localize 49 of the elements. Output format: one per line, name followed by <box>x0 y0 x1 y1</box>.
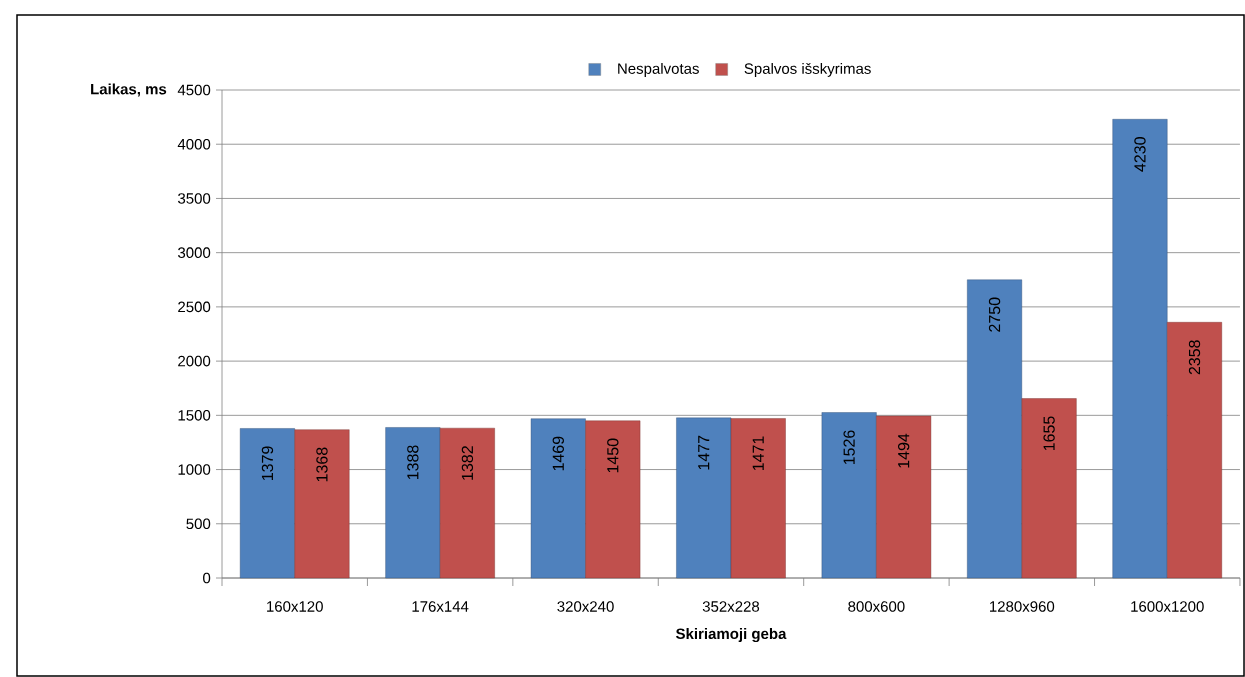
x-tick-label: 800x600 <box>848 601 905 612</box>
bar <box>530 418 586 579</box>
bar <box>585 420 641 579</box>
bar <box>876 415 932 579</box>
y-tick-label: 1000 <box>178 464 211 475</box>
data-label: 1469 <box>552 436 564 471</box>
data-label: 1382 <box>461 446 474 480</box>
y-tick-label: 0 <box>203 572 211 584</box>
y-tick-label: 4000 <box>177 138 211 150</box>
data-label: 1526 <box>843 430 855 465</box>
data-label: 2750 <box>988 297 1001 332</box>
bar <box>439 427 495 579</box>
x-tick-label: 1280x960 <box>990 601 1055 612</box>
bar <box>967 279 1023 579</box>
data-label: 2358 <box>1188 340 1201 375</box>
x-tick-label: 320x240 <box>557 601 614 612</box>
bar <box>294 429 350 579</box>
y-tick-label: 3500 <box>178 193 211 204</box>
y-tick-label: 2500 <box>178 301 211 313</box>
y-tick-label: 3000 <box>178 247 211 258</box>
bar <box>676 417 732 579</box>
data-label: 1494 <box>898 433 910 468</box>
legend-label: Nespalvotas <box>618 62 699 77</box>
bar <box>1167 322 1222 579</box>
data-label: 1471 <box>752 436 764 471</box>
data-label: 1450 <box>607 438 619 473</box>
y-tick-label: 500 <box>186 518 211 530</box>
data-label: 4230 <box>1134 137 1146 172</box>
data-label: 1477 <box>698 435 710 470</box>
legend-label: Spalvos išskyrimas <box>744 62 871 77</box>
y-tick-label: 4500 <box>177 84 211 96</box>
data-label: 1379 <box>261 446 274 481</box>
bar <box>821 412 877 579</box>
bar <box>239 428 295 579</box>
x-axis-title: Skiriamoji geba <box>675 628 787 643</box>
data-label: 1388 <box>407 445 419 480</box>
x-tick-label: 352x228 <box>702 601 760 612</box>
y-tick-label: 1500 <box>178 410 211 421</box>
x-tick-label: 160x120 <box>267 601 323 612</box>
bar <box>1021 398 1077 579</box>
bar <box>385 427 441 579</box>
bar <box>730 418 786 579</box>
bar <box>1112 119 1168 579</box>
data-label: 1368 <box>316 447 328 482</box>
x-tick-label: 1600x1200 <box>1131 601 1204 612</box>
y-tick-label: 2000 <box>178 355 211 367</box>
data-label: 1655 <box>1043 416 1055 451</box>
y-axis-title: Laikas, ms <box>91 83 167 97</box>
x-tick-label: 176x144 <box>412 601 469 612</box>
